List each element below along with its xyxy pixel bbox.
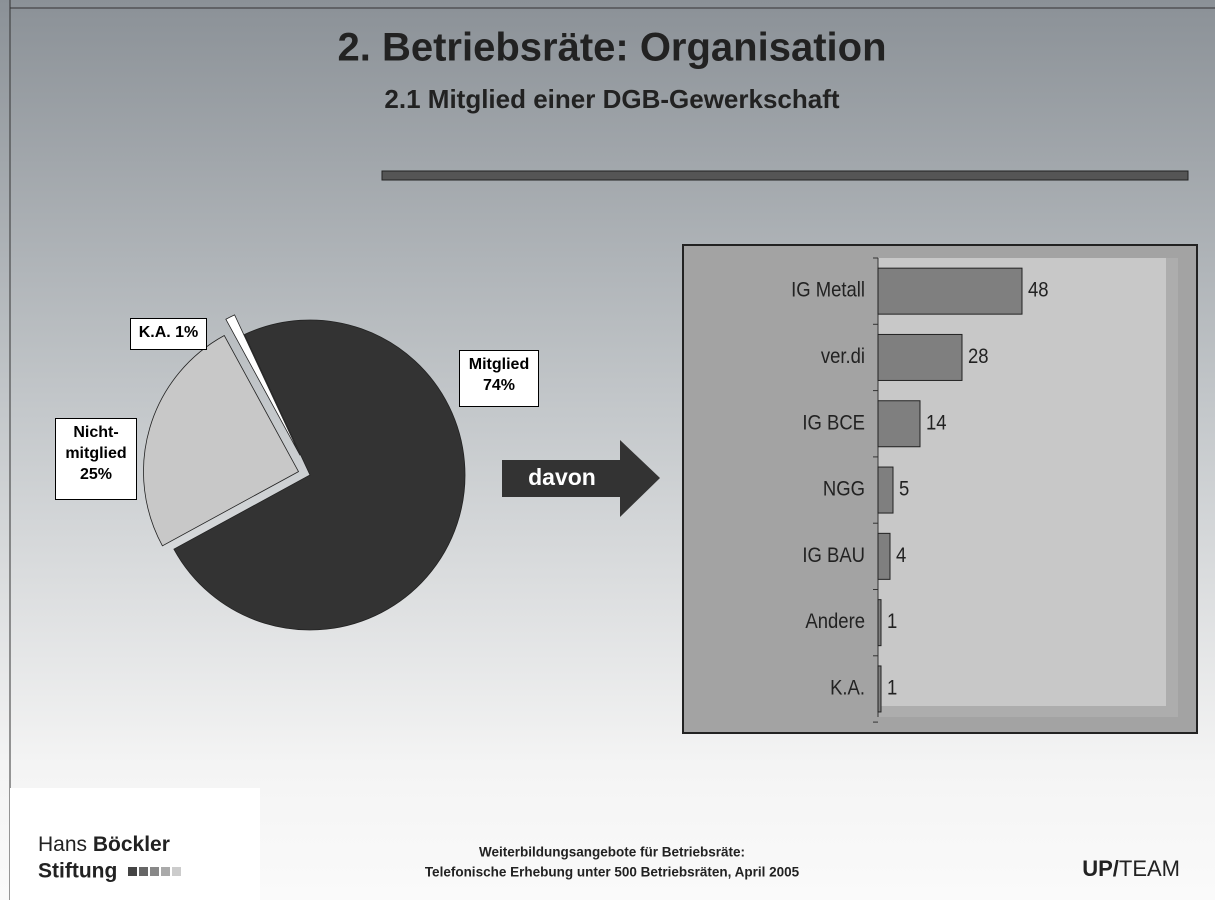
category-label: ver.di	[821, 345, 865, 368]
category-label: IG BCE	[802, 411, 865, 434]
brand-bold: UP/	[1082, 856, 1119, 881]
value-label: 5	[899, 478, 909, 501]
pie-slice	[225, 314, 301, 456]
pie-label-value: 74%	[482, 377, 516, 394]
pie-label-category: Nicht-mitglied	[65, 424, 127, 462]
logo-text: Hans Böckler	[38, 833, 170, 856]
pie-slice	[173, 319, 466, 631]
pie-label-category: Mitglied	[468, 356, 530, 373]
brand: UP/TEAM	[1082, 856, 1180, 881]
logo-squares	[128, 867, 181, 876]
pie-slice	[143, 334, 300, 547]
plot-area	[878, 258, 1166, 706]
arrow-label: davon	[528, 464, 596, 490]
bar	[877, 599, 882, 647]
logo-area	[10, 788, 260, 900]
source-line: Weiterbildungsangebote für Betriebsräte:	[479, 845, 745, 860]
pie-label-value: 25%	[79, 466, 113, 483]
logo-light: Hans	[38, 833, 87, 856]
value-label: 14	[926, 411, 947, 434]
logo-bold: Böckler	[93, 833, 170, 856]
bar	[877, 267, 1023, 315]
arrow	[502, 440, 660, 517]
category-label: NGG	[823, 478, 865, 501]
title: 2. Betriebsräte: Organisation	[337, 26, 886, 70]
value-label: 1	[887, 610, 897, 633]
value-label: 1	[887, 676, 897, 699]
bar	[877, 665, 882, 713]
pie-label-category: K.A.	[138, 324, 171, 341]
value-label: 4	[896, 544, 906, 567]
pie-label: Nicht-mitglied 25%	[55, 418, 137, 500]
subtitle: 2.1 Mitglied einer DGB-Gewerkschaft	[384, 84, 839, 114]
category-label: IG Metall	[791, 279, 865, 302]
source-line: Telefonische Erhebung unter 500 Betriebs…	[425, 865, 800, 880]
bar	[877, 333, 963, 381]
value-label: 48	[1028, 279, 1049, 302]
divider	[381, 170, 1189, 181]
category-label: Andere	[805, 610, 865, 633]
value-label: 28	[968, 345, 989, 368]
brand-light: TEAM	[1119, 856, 1180, 881]
pie-label-value: 1%	[175, 324, 199, 341]
bar	[877, 466, 894, 514]
category-label: IG BAU	[802, 544, 865, 567]
pie-label: K.A. 1%	[130, 318, 207, 350]
category-label: K.A.	[830, 676, 865, 699]
bar	[877, 532, 891, 580]
pie-label: Mitglied 74%	[459, 350, 539, 407]
logo-second: Stiftung	[38, 860, 117, 883]
bar	[877, 400, 921, 448]
